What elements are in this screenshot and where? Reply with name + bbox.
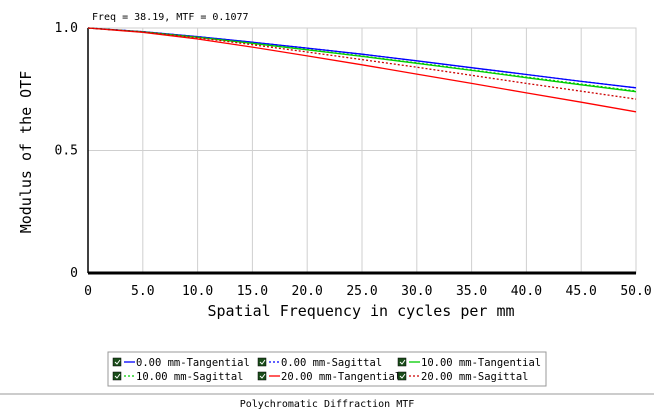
x-tick-label: 10.0: [182, 284, 213, 299]
x-tick-label: 45.0: [566, 284, 597, 299]
legend-swatch-3: [397, 357, 407, 367]
legend-box: [107, 351, 547, 387]
legend-label-3: 10.00 mm-Tangential: [421, 357, 541, 369]
legend-label-2: 0.00 mm-Sagittal: [281, 357, 382, 369]
legend-swatch-1: [112, 357, 122, 367]
legend-swatch-5: [257, 371, 267, 381]
legend-label-6: 20.00 mm-Sagittal: [421, 371, 528, 383]
footer-title: Polychromatic Diffraction MTF: [240, 399, 415, 410]
legend-label-1: 0.00 mm-Tangential: [136, 357, 250, 369]
series-line-6: [87, 27, 637, 100]
gridlines: [88, 27, 637, 273]
series-line-3: [87, 27, 637, 93]
x-tick-label: 20.0: [292, 284, 323, 299]
x-tick-label: 40.0: [511, 284, 542, 299]
y-tick-label: 1.0: [55, 21, 78, 36]
axis-ticks: 0 5.0 10.0 15.0 20.0 25.0 30.0 35.0 40.0 45.0 50.0…: [55, 21, 652, 299]
x-tick-label: 5.0: [131, 284, 154, 299]
legend-swatch-4: [112, 371, 122, 381]
series-line-5: [87, 27, 637, 113]
y-axis-label: Modulus of the OTF: [17, 71, 35, 234]
legend-swatch-2: [257, 357, 267, 367]
x-tick-label: 30.0: [401, 284, 432, 299]
x-tick-label: 50.0: [620, 284, 651, 299]
x-tick-label: 25.0: [346, 284, 377, 299]
plot-area: [87, 27, 637, 275]
x-tick-label: 0: [84, 284, 92, 299]
legend-label-4: 10.00 mm-Sagittal: [136, 371, 243, 383]
cursor-readout: Freq = 38.19, MTF = 0.1077: [92, 12, 249, 23]
legend-swatch-6: [397, 371, 407, 381]
x-axis-label: Spatial Frequency in cycles per mm: [207, 302, 514, 320]
y-tick-label: 0: [70, 266, 78, 281]
series-lines: [87, 27, 637, 113]
y-tick-label: 0.5: [55, 144, 78, 159]
legend-label-5: 20.00 mm-Tangential: [281, 371, 401, 383]
legend-entries: 0.00 mm-Tangential 0.00 mm-Sagittal 10.00 …: [112, 357, 541, 383]
x-tick-label: 15.0: [237, 284, 268, 299]
x-tick-label: 35.0: [456, 284, 487, 299]
legend: 0.00 mm-Tangential 0.00 mm-Sagittal 10.00 …: [107, 351, 547, 387]
